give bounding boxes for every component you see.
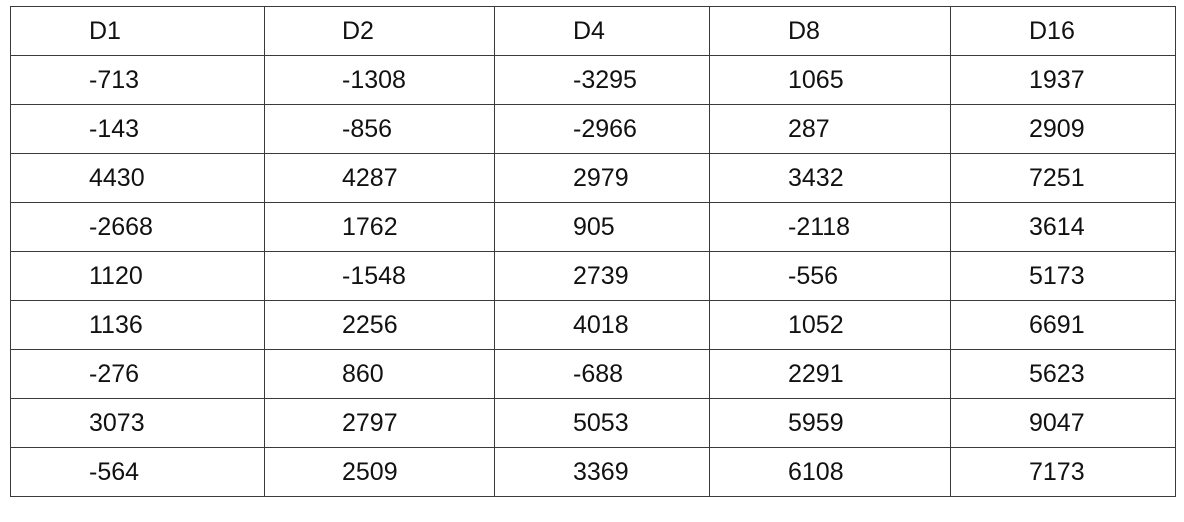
table-row: 3073 2797 5053 5959 9047 (10, 398, 1176, 448)
table-cell: -143 (10, 104, 265, 154)
column-header-d1: D1 (10, 6, 265, 56)
table-cell: 5959 (709, 398, 951, 448)
table-cell: 1065 (709, 55, 951, 105)
table-cell: 5173 (950, 251, 1176, 301)
table-cell: 3432 (709, 153, 951, 203)
table-cell: 1052 (709, 300, 951, 350)
table-cell: 1762 (264, 202, 495, 252)
table-cell: -556 (709, 251, 951, 301)
table-cell: 3369 (494, 447, 710, 497)
table-cell: 6691 (950, 300, 1176, 350)
table-cell: -2668 (10, 202, 265, 252)
table-cell: 6108 (709, 447, 951, 497)
column-header-d2: D2 (264, 6, 495, 56)
table-cell: -856 (264, 104, 495, 154)
table-row: -2668 1762 905 -2118 3614 (10, 202, 1176, 252)
table-cell: 4018 (494, 300, 710, 350)
table-cell: 7173 (950, 447, 1176, 497)
table-cell: 2291 (709, 349, 951, 399)
table-cell: 2509 (264, 447, 495, 497)
table-row: -143 -856 -2966 287 2909 (10, 104, 1176, 154)
table-header: D1 D2 D4 D8 D16 (10, 6, 1176, 56)
table-row: -713 -1308 -3295 1065 1937 (10, 55, 1176, 105)
table-cell: 2909 (950, 104, 1176, 154)
table-cell: 2739 (494, 251, 710, 301)
table-cell: 905 (494, 202, 710, 252)
column-header-d16: D16 (950, 6, 1176, 56)
table-row: 1120 -1548 2739 -556 5173 (10, 251, 1176, 301)
table-cell: 860 (264, 349, 495, 399)
table-cell: 1937 (950, 55, 1176, 105)
table-cell: 2979 (494, 153, 710, 203)
column-header-d8: D8 (709, 6, 951, 56)
table-cell: 3073 (10, 398, 265, 448)
table-cell: 4430 (10, 153, 265, 203)
table-cell: 3614 (950, 202, 1176, 252)
table-cell: 2256 (264, 300, 495, 350)
table-cell: 9047 (950, 398, 1176, 448)
table-cell: -1308 (264, 55, 495, 105)
data-table: D1 D2 D4 D8 D16 -713 -1308 -3295 1065 19… (10, 6, 1176, 497)
table-cell: -713 (10, 55, 265, 105)
table-cell: 5053 (494, 398, 710, 448)
table-cell: 7251 (950, 153, 1176, 203)
table-row: 1136 2256 4018 1052 6691 (10, 300, 1176, 350)
table-cell: 287 (709, 104, 951, 154)
table-row: -276 860 -688 2291 5623 (10, 349, 1176, 399)
table-row: -564 2509 3369 6108 7173 (10, 447, 1176, 497)
column-header-d4: D4 (494, 6, 710, 56)
table-cell: 5623 (950, 349, 1176, 399)
table-cell: -276 (10, 349, 265, 399)
table-cell: -2966 (494, 104, 710, 154)
table-cell: 1120 (10, 251, 265, 301)
table-cell: -3295 (494, 55, 710, 105)
table-cell: -688 (494, 349, 710, 399)
table-body: -713 -1308 -3295 1065 1937 -143 -856 -29… (10, 55, 1176, 497)
table-cell: -564 (10, 447, 265, 497)
table-cell: 4287 (264, 153, 495, 203)
header-row: D1 D2 D4 D8 D16 (10, 6, 1176, 56)
table-cell: 1136 (10, 300, 265, 350)
table-cell: 2797 (264, 398, 495, 448)
table-row: 4430 4287 2979 3432 7251 (10, 153, 1176, 203)
table-cell: -2118 (709, 202, 951, 252)
table-cell: -1548 (264, 251, 495, 301)
